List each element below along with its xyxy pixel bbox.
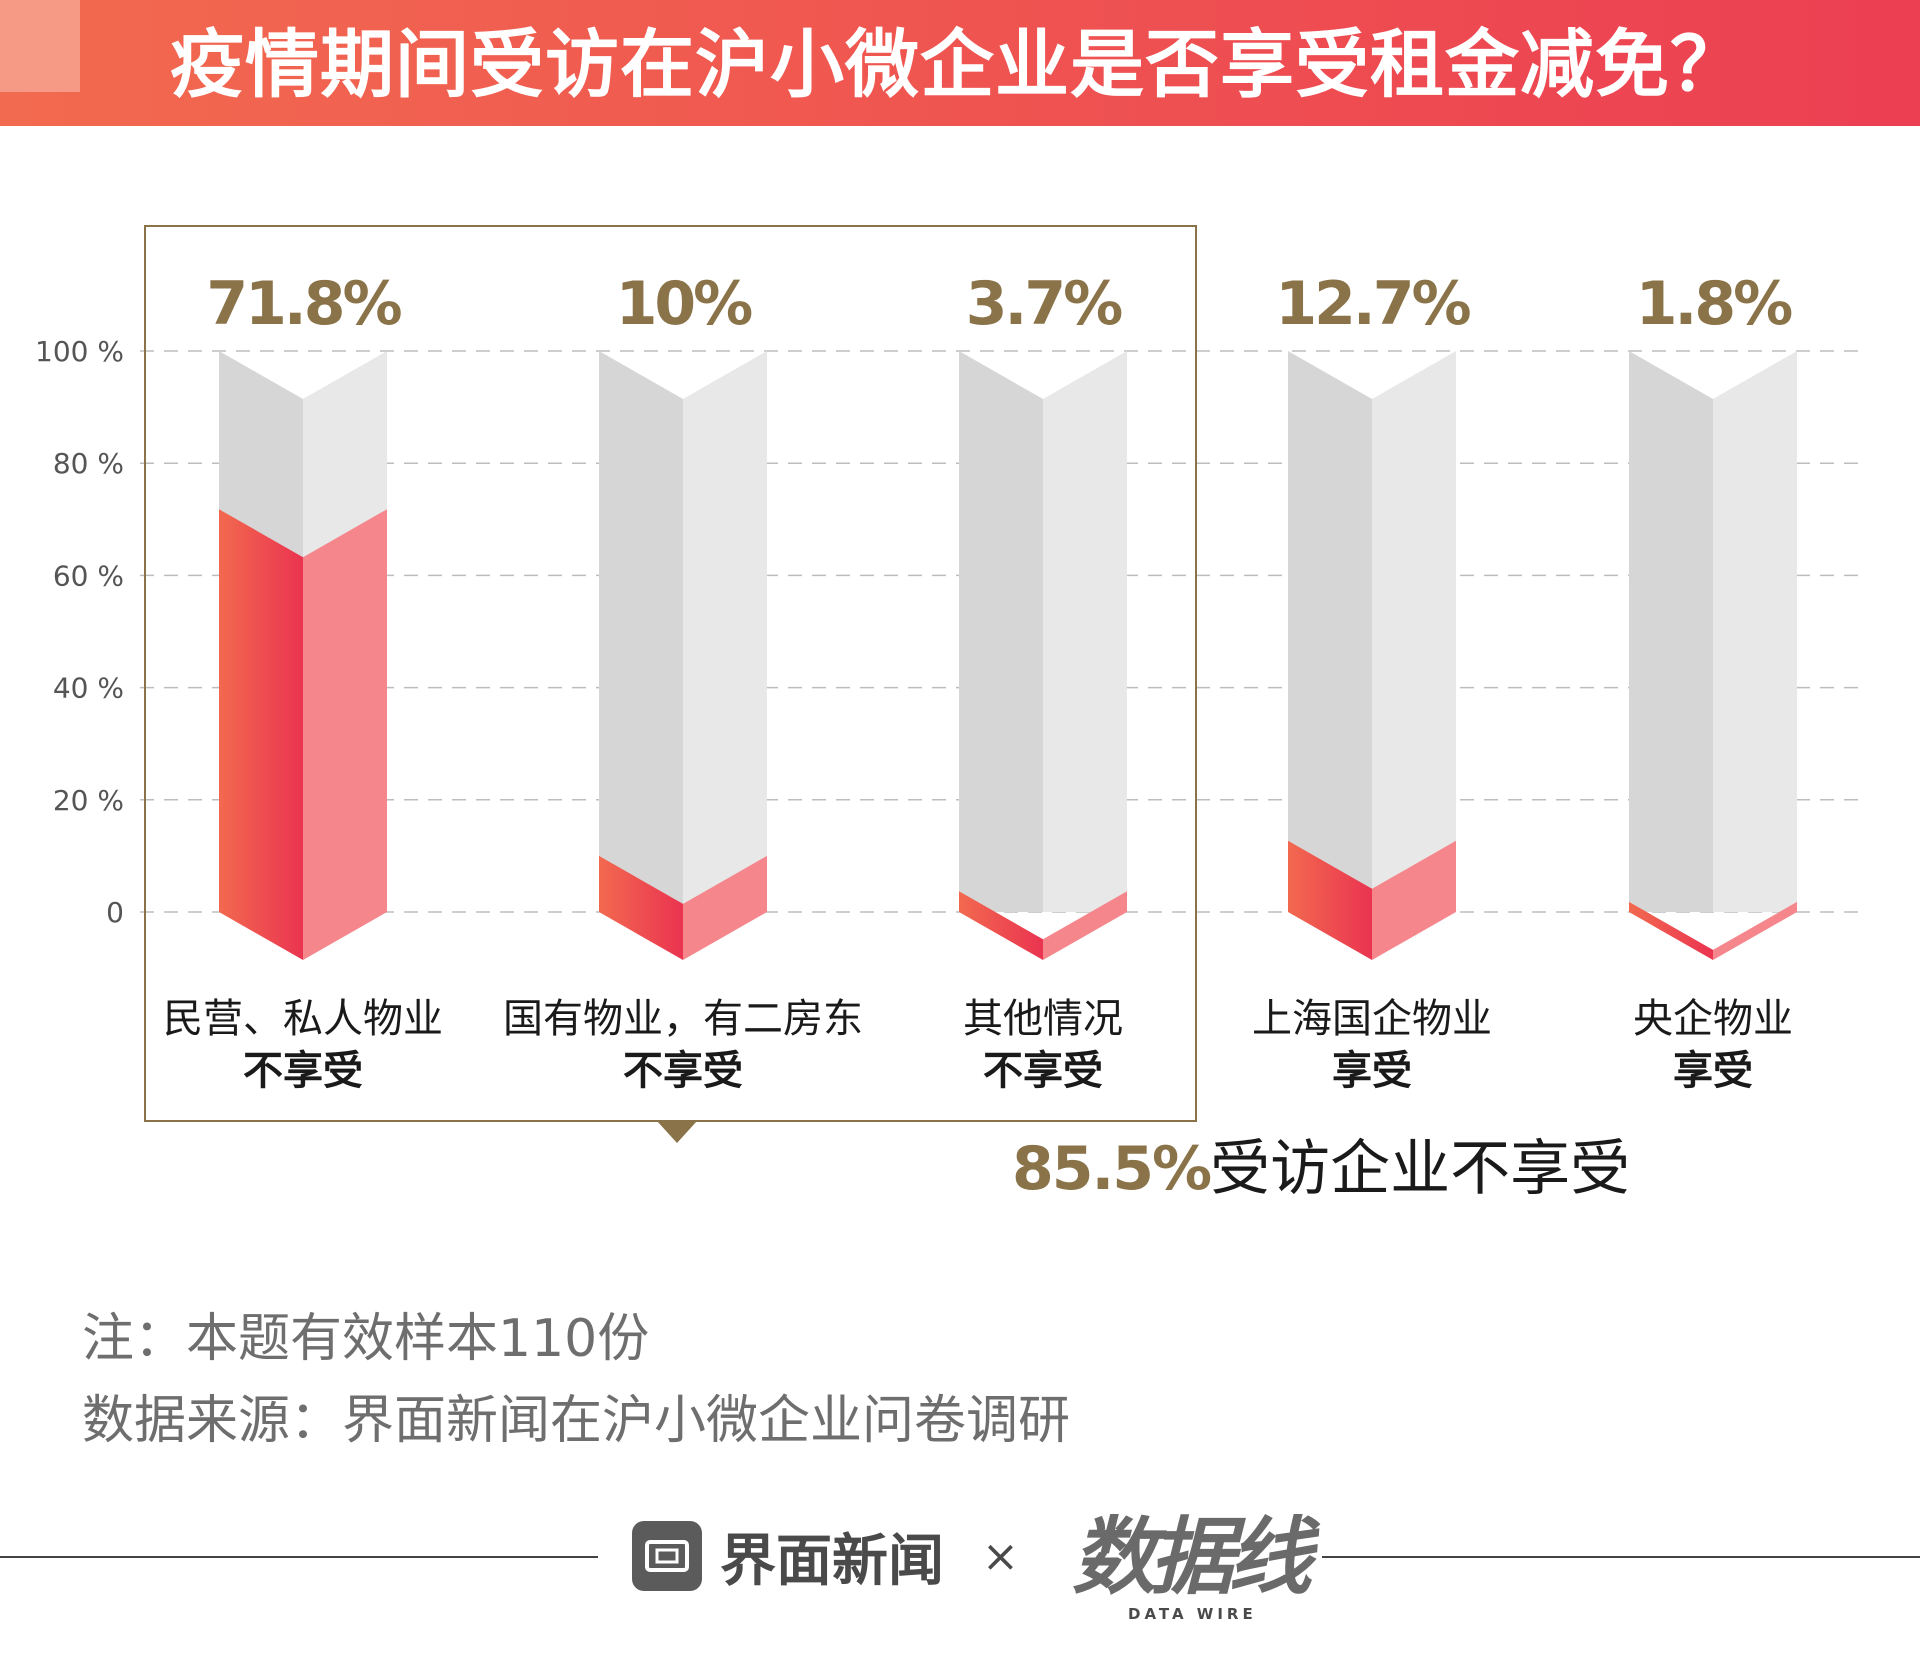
category-status: 不享受 [623,1048,743,1094]
bar-fill-right [1713,901,1797,960]
footer-divider-left [0,1556,598,1558]
bar-track-right [1043,351,1127,912]
times-symbol: × [982,1530,1019,1582]
jiemian-logo-icon [632,1521,702,1591]
bar-fill-left [1288,840,1372,960]
bar-track-right [1372,351,1456,912]
banner-accent-square [0,0,80,92]
bar-3 [959,351,1127,960]
data-label: 3.7% [966,269,1122,339]
category-labels: 71.8%民营、私人物业不享受10%国有物业，有二房东不享受3.7%其他情况不享… [163,269,1795,1094]
bar-fill-left [219,509,303,960]
data-label: 71.8% [206,269,401,339]
bar-track-left [599,351,683,912]
highlight-text: 受访企业不享受 [1210,1134,1631,1204]
y-tick-label: 40 % [53,672,124,705]
bar-4 [1288,351,1456,960]
bar-fill-left [1629,901,1713,960]
group-highlight-pointer [657,1121,697,1143]
y-axis: 100 % 80 % 60 % 40 % 20 % 0 [35,335,124,929]
y-tick-label: 100 % [35,335,124,368]
data-label: 10% [616,269,752,339]
y-tick-label: 0 [106,896,124,929]
bar-5 [1629,351,1797,960]
bar-fill-right [1372,840,1456,960]
bar-fill-right [683,855,767,960]
bar-1 [219,351,387,960]
source-note: 数据来源：界面新闻在沪小微企业问卷调研 [82,1391,1071,1451]
datawire-logo-mark: 数据线 [1072,1508,1312,1606]
category-status: 不享受 [243,1048,363,1094]
data-label: 1.8% [1636,269,1792,339]
footer-brand: 界面新闻 × [632,1520,1039,1594]
data-label: 12.7% [1275,269,1470,339]
chart-title: 疫情期间受访在沪小微企业是否享受租金减免？ [170,22,1745,108]
y-tick-label: 20 % [53,784,124,817]
bar-track-right [1713,351,1797,912]
category-name: 其他情况 [963,996,1123,1042]
category-name: 民营、私人物业 [163,996,443,1042]
footer-divider-right [1322,1556,1920,1558]
datawire-logo-sub: DATA WIRE [1128,1605,1257,1623]
jiemian-brand-name: 界面新闻 [720,1528,944,1594]
highlight-summary: 85.5%受访企业不享受 [1012,1120,1630,1207]
bar-track-left [1288,351,1372,912]
sample-note: 注：本题有效样本110份 [82,1309,650,1369]
bar-fill-left [959,891,1043,960]
bars [219,351,1797,960]
title-banner: 疫情期间受访在沪小微企业是否享受租金减免？ [0,0,1920,126]
category-name: 央企物业 [1633,996,1793,1042]
notes: 注：本题有效样本110份 数据来源：界面新闻在沪小微企业问卷调研 [82,1298,1070,1462]
bar-fill-right [1043,891,1127,960]
y-tick-label: 60 % [53,559,124,592]
y-tick-label: 80 % [53,447,124,480]
category-name: 上海国企物业 [1252,996,1492,1042]
highlight-value: 85.5% [1012,1134,1212,1204]
bar-fill-left [599,855,683,960]
bar-track-right [683,351,767,912]
bar-track-left [959,351,1043,912]
category-status: 享受 [1673,1048,1753,1094]
category-name: 国有物业，有二房东 [503,996,863,1042]
category-status: 享受 [1332,1048,1412,1094]
datawire-logo: 数据线 DATA WIRE [1072,1490,1312,1630]
category-status: 不享受 [983,1048,1103,1094]
bar-track-left [1629,351,1713,912]
bar-2 [599,351,767,960]
bar-fill-right [303,509,387,960]
